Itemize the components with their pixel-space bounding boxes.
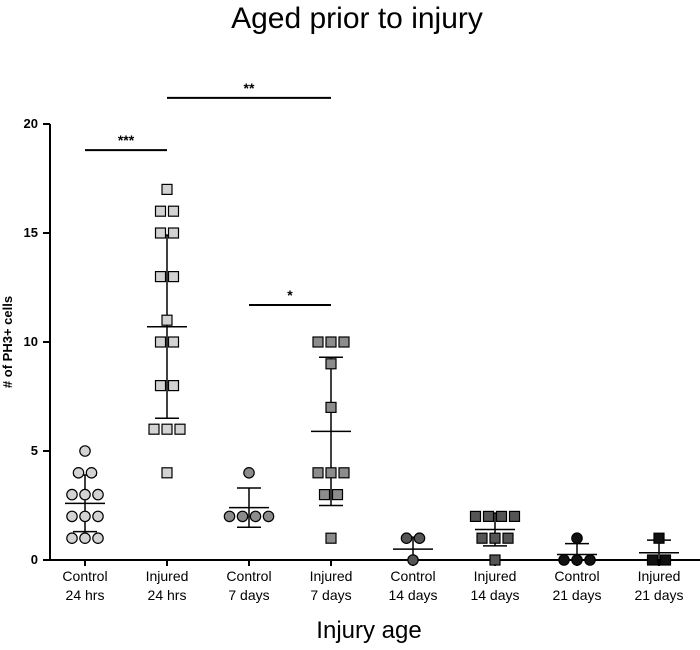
y-tick-label: 0 (31, 552, 38, 567)
data-point (154, 271, 167, 283)
data-point (223, 510, 236, 523)
data-point (167, 205, 180, 217)
data-point (79, 532, 91, 544)
x-category-label: Control (390, 568, 435, 584)
x-category-label: Control (554, 568, 599, 584)
x-category-label: Control (62, 568, 107, 584)
data-point (249, 510, 262, 523)
data-point (571, 532, 583, 544)
x-category-label: Injured (638, 568, 681, 584)
data-point (338, 467, 350, 479)
y-tick-label: 15 (24, 225, 38, 240)
y-axis-label: # of PH3+ cells (0, 296, 15, 388)
data-point (469, 510, 482, 522)
data-point (161, 467, 173, 479)
data-point (154, 205, 167, 217)
data-point (79, 445, 91, 457)
x-category-label: 14 days (388, 587, 437, 603)
data-point (167, 336, 180, 348)
data-point (331, 489, 344, 501)
y-tick-label: 10 (24, 334, 38, 349)
data-point (325, 467, 337, 479)
x-category-label: 21 days (552, 587, 601, 603)
data-point (85, 466, 98, 479)
data-point (66, 510, 78, 523)
data-point (476, 532, 488, 544)
data-point (66, 532, 78, 544)
x-category-label: 21 days (634, 587, 683, 603)
data-point (413, 532, 426, 544)
x-axis-label: Injury age (316, 617, 421, 644)
y-tick-label: 20 (24, 116, 38, 131)
data-point (92, 510, 104, 523)
x-category-label: Injured (146, 568, 189, 584)
data-point (66, 488, 78, 501)
x-category-label: Injured (310, 568, 353, 584)
data-point (72, 466, 85, 479)
x-category-label: 7 days (228, 587, 269, 603)
significance-brackets: ****** (85, 80, 331, 306)
data-point (174, 423, 186, 435)
data-point (489, 532, 501, 544)
x-category-label: Control (226, 568, 271, 584)
data-point (161, 423, 173, 435)
x-category-label: 7 days (310, 587, 351, 603)
data-point (312, 336, 324, 348)
data-points (66, 183, 672, 566)
data-point (482, 510, 495, 522)
data-point (502, 532, 514, 544)
x-category-label: Injured (474, 568, 517, 584)
y-tick-label: 5 (31, 443, 38, 458)
data-point (79, 488, 91, 501)
data-point (584, 554, 596, 566)
y-ticks: 0 5 10 15 20 (24, 116, 50, 567)
data-point (167, 380, 180, 392)
x-category-labels: Control 24 hrs Injured 24 hrs Control 7 days I… (62, 560, 684, 603)
data-point (161, 183, 173, 195)
data-point (92, 488, 104, 501)
data-point (558, 554, 570, 566)
significance-label: ** (244, 80, 255, 96)
x-category-label: 24 hrs (66, 587, 105, 603)
data-point (312, 467, 324, 479)
data-point (154, 380, 167, 392)
data-point (325, 358, 337, 370)
data-point (325, 532, 337, 544)
x-category-label: 14 days (470, 587, 519, 603)
data-point (325, 401, 337, 413)
data-point (161, 314, 173, 326)
data-point (318, 489, 331, 501)
data-point (659, 554, 672, 566)
data-point (400, 532, 413, 544)
data-point (79, 510, 91, 523)
error-bars (65, 234, 679, 561)
data-point (262, 510, 275, 523)
data-point (653, 532, 665, 544)
data-point (338, 336, 350, 348)
data-point (325, 336, 337, 348)
data-point (167, 271, 180, 283)
data-point (495, 510, 508, 522)
data-point (243, 466, 255, 479)
data-point (508, 510, 521, 522)
x-category-label: 24 hrs (148, 587, 187, 603)
data-point (407, 554, 419, 566)
data-point (167, 227, 180, 239)
significance-label: *** (118, 132, 135, 148)
chart-title: Aged prior to injury (231, 2, 483, 35)
data-point (489, 554, 501, 566)
significance-label: * (287, 287, 293, 303)
data-point (148, 423, 160, 435)
data-point (236, 510, 249, 523)
data-point (92, 532, 104, 544)
data-point (154, 227, 167, 239)
data-point (154, 336, 167, 348)
data-point (571, 554, 583, 566)
data-point (646, 554, 659, 566)
